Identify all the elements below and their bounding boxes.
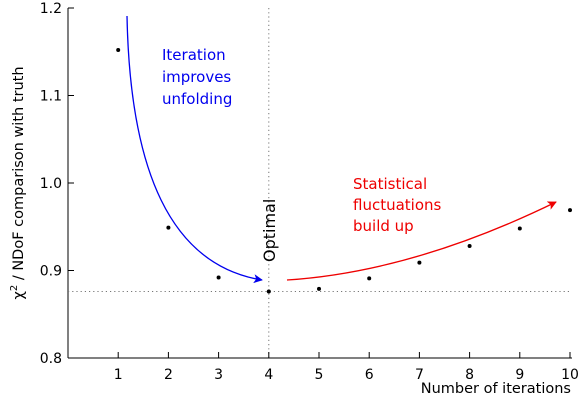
data-point bbox=[417, 260, 422, 265]
red-arrow bbox=[286, 201, 557, 281]
y-axis-label-rest: / NDoF comparison with truth bbox=[11, 66, 27, 284]
annotation-statistical-line-2: fluctuations bbox=[353, 196, 442, 214]
x-axis-label: Number of iterations bbox=[421, 381, 571, 397]
annotation-iteration-line-3: unfolding bbox=[162, 90, 232, 108]
data-point bbox=[166, 225, 171, 230]
data-point bbox=[317, 286, 321, 291]
x-ticks: 1 2 3 4 5 6 7 8 9 10 bbox=[114, 352, 579, 383]
y-axis-label-chi: χ bbox=[11, 291, 27, 299]
data-point bbox=[517, 226, 522, 231]
data-point bbox=[266, 289, 271, 294]
data-point bbox=[467, 244, 472, 248]
y-tick-label: 1.2 bbox=[40, 1, 62, 17]
annotation-iteration-line-2: improves bbox=[162, 68, 231, 86]
data-point bbox=[568, 208, 572, 213]
annotation-iteration-line-1: Iteration bbox=[162, 46, 226, 64]
x-tick-label: 3 bbox=[214, 367, 223, 383]
data-point bbox=[116, 48, 121, 52]
x-tick-label: 9 bbox=[515, 367, 524, 383]
x-tick-label: 10 bbox=[561, 367, 579, 383]
y-axis-label-sup: 2 bbox=[9, 285, 20, 291]
x-tick-label: 8 bbox=[465, 367, 474, 383]
x-tick-label: 5 bbox=[315, 367, 324, 383]
annotation-optimal: Optimal bbox=[260, 199, 279, 262]
y-tick-label: 1.0 bbox=[40, 176, 62, 192]
y-ticks: 0.8 0.9 1.0 1.1 1.2 bbox=[40, 1, 74, 367]
annotation-statistical-line-3: build up bbox=[353, 217, 414, 235]
reference-lines bbox=[68, 8, 570, 358]
x-tick-label: 6 bbox=[365, 367, 374, 383]
y-tick-label: 0.8 bbox=[40, 351, 62, 367]
x-tick-label: 7 bbox=[415, 367, 424, 383]
blue-arrow bbox=[126, 15, 263, 284]
data-point bbox=[367, 276, 372, 281]
y-tick-label: 1.1 bbox=[40, 89, 62, 105]
data-point bbox=[216, 275, 221, 280]
x-tick-label: 1 bbox=[114, 367, 123, 383]
y-axis-label: χ2 / NDoF comparison with truth bbox=[9, 66, 27, 299]
y-tick-label: 0.9 bbox=[40, 264, 62, 280]
x-tick-label: 4 bbox=[264, 367, 273, 383]
x-tick-label: 2 bbox=[164, 367, 173, 383]
annotation-statistical-line-1: Statistical bbox=[353, 175, 427, 193]
data-points bbox=[116, 48, 572, 294]
